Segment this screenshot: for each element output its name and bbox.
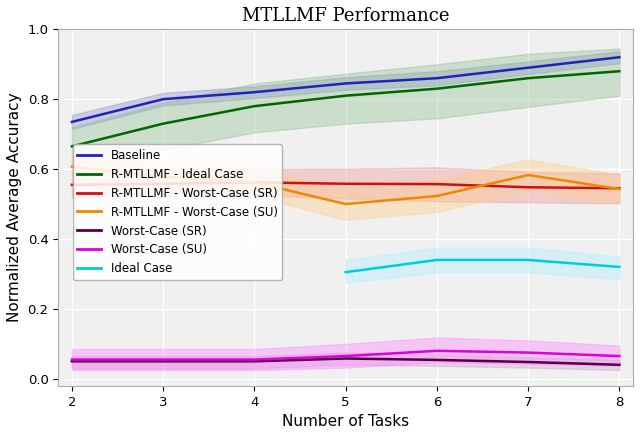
Legend: Baseline, R-MTLLMF - Ideal Case, R-MTLLMF - Worst-Case (SR), R-MTLLMF - Worst-Ca: Baseline, R-MTLLMF - Ideal Case, R-MTLLM…: [73, 144, 282, 280]
Y-axis label: Normalized Average Accuracy: Normalized Average Accuracy: [7, 93, 22, 322]
X-axis label: Number of Tasks: Number of Tasks: [282, 414, 409, 429]
Title: MTLLMF Performance: MTLLMF Performance: [242, 7, 449, 25]
